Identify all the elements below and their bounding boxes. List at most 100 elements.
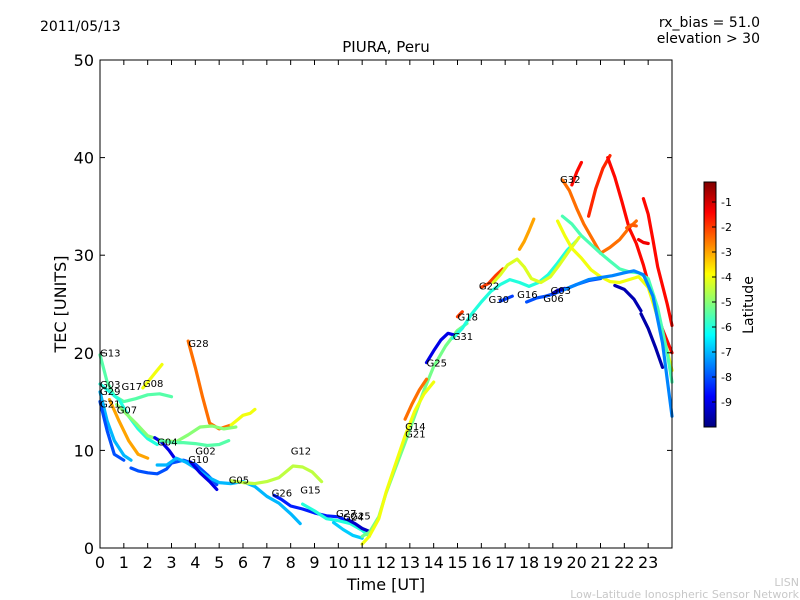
sat-label: G29 — [100, 387, 120, 398]
series-line-g22-25 — [479, 267, 505, 289]
sat-label: G02 — [195, 446, 215, 457]
series-line-g27-17 — [332, 520, 364, 540]
series-line-g05-12 — [155, 456, 302, 526]
x-axis: 0 1 2 3 4 5 6 7 8 9 10 11 12 13 14 15 16 17 18 19 20 21 22 23 — [95, 60, 658, 572]
series-line-g16b-28 — [517, 217, 536, 251]
sat-label: G24 — [343, 513, 363, 524]
x-tick-label: 18 — [519, 553, 539, 572]
series-line-g16-27 — [491, 236, 581, 285]
series-line-g07b-38 — [625, 223, 638, 230]
colorbar — [703, 181, 717, 428]
y-axis: 0 10 20 30 40 50 — [74, 51, 672, 558]
y-axis-label: TEC [UNITS] — [51, 256, 70, 354]
series-line-g14-21 — [403, 377, 429, 421]
sat-label: G31 — [453, 332, 473, 343]
series-line-g23-32 — [570, 160, 584, 187]
sat-label: G17 — [122, 382, 142, 393]
y-tick-label: 0 — [84, 539, 94, 558]
x-tick-label: 20 — [566, 553, 586, 572]
x-tick-label: 8 — [286, 553, 296, 572]
x-tick-label: 4 — [190, 553, 200, 572]
sat-label: G30 — [489, 295, 509, 306]
x-tick-label: 21 — [590, 553, 610, 572]
x-tick-label: 3 — [166, 553, 176, 572]
x-tick-label: 2 — [143, 553, 153, 572]
series-line-g30-26 — [498, 294, 514, 303]
x-tick-label: 12 — [376, 553, 396, 572]
sat-label: G15 — [300, 485, 320, 496]
credit-network: Low-Latitude Ionospheric Sensor Network — [570, 588, 799, 600]
series-line-g18-24 — [455, 310, 464, 319]
x-tick-label: 7 — [262, 553, 272, 572]
x-tick-label: 10 — [328, 553, 348, 572]
series-line-g31-23 — [451, 239, 579, 340]
x-tick-label: 9 — [309, 553, 319, 572]
sat-label: G32 — [560, 175, 580, 186]
sat-label: G07 — [117, 405, 137, 416]
series-line-g21-7 — [98, 400, 126, 462]
sat-label: G08 — [143, 379, 163, 390]
y-tick-label: 50 — [74, 51, 94, 70]
series-line-g25b-22 — [424, 331, 457, 365]
rx-bias-label: rx_bias = 51.0 — [659, 15, 760, 31]
colorbar-tick-label: -3 — [721, 246, 732, 259]
colorbar-tick-label: -9 — [721, 396, 732, 409]
x-tick-label: 6 — [238, 553, 248, 572]
sat-label: G18 — [458, 313, 478, 324]
x-tick-label: 22 — [614, 553, 634, 572]
colorbar-tick-label: -5 — [721, 296, 732, 309]
x-tick-label: 5 — [214, 553, 224, 572]
sat-label: G28 — [188, 339, 208, 350]
sat-label: G03 — [100, 380, 120, 391]
sat-label: G27 — [336, 509, 356, 520]
series-line-g08-1 — [141, 362, 164, 390]
credit-lisn: LISN — [774, 576, 799, 589]
colorbar-label: Latitude — [741, 276, 757, 334]
y-tick-label: 10 — [74, 441, 94, 460]
colorbar-tick-label: -4 — [721, 271, 732, 284]
date-label: 2011/05/13 — [40, 19, 121, 35]
series-line-g21b-20 — [360, 380, 436, 546]
series-line-g20-33 — [586, 154, 612, 218]
sat-label: G21 — [100, 400, 120, 411]
colorbar-tick-label: -2 — [721, 221, 732, 234]
y-tick-label: 20 — [74, 344, 94, 363]
plot-area — [100, 60, 672, 548]
elevation-label: elevation > 30 — [657, 31, 760, 47]
sat-label: G16 — [517, 290, 537, 301]
series-line-g17-8 — [107, 398, 150, 460]
series-line-g32-31 — [560, 178, 638, 255]
sat-label: G25 — [427, 359, 447, 370]
sat-label: G04 — [157, 438, 177, 449]
sat-label: G22 — [479, 281, 499, 292]
sat-label: G06 — [543, 294, 563, 305]
series-line-g05b-13 — [189, 460, 219, 491]
series-line-g10b-39 — [641, 197, 674, 328]
series-line-g28c-41 — [613, 283, 643, 313]
x-tick-label: 19 — [543, 553, 563, 572]
x-axis-label: Time [UT] — [346, 575, 425, 594]
chart-title: PIURA, Peru — [342, 38, 429, 56]
x-tick-label: 13 — [400, 553, 420, 572]
series-line-g12-14 — [229, 464, 324, 486]
series-line-g29-5 — [98, 390, 133, 462]
sat-label: G03 — [551, 286, 571, 297]
colorbar-tick-label: -1 — [721, 196, 732, 209]
x-tick-label: 15 — [447, 553, 467, 572]
sat-label: G12 — [291, 446, 311, 457]
y-tick-label: 40 — [74, 149, 94, 168]
series-line-g15-16 — [301, 502, 371, 538]
series-line-g06b-42 — [639, 312, 665, 369]
sat-label: G10 — [188, 455, 208, 466]
series-layer — [98, 154, 674, 546]
series-line-g28b-3 — [229, 407, 257, 427]
series-line-g02-10 — [158, 439, 231, 448]
x-tick-label: 23 — [638, 553, 658, 572]
x-tick-label: 0 — [95, 553, 105, 572]
x-tick-label: 14 — [423, 553, 443, 572]
series-line-g10-11 — [129, 458, 219, 487]
x-tick-label: 17 — [495, 553, 515, 572]
sat-label: G14 — [405, 422, 425, 433]
